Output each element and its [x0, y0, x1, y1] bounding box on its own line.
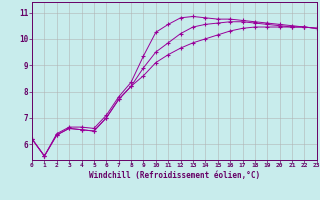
- X-axis label: Windchill (Refroidissement éolien,°C): Windchill (Refroidissement éolien,°C): [89, 171, 260, 180]
